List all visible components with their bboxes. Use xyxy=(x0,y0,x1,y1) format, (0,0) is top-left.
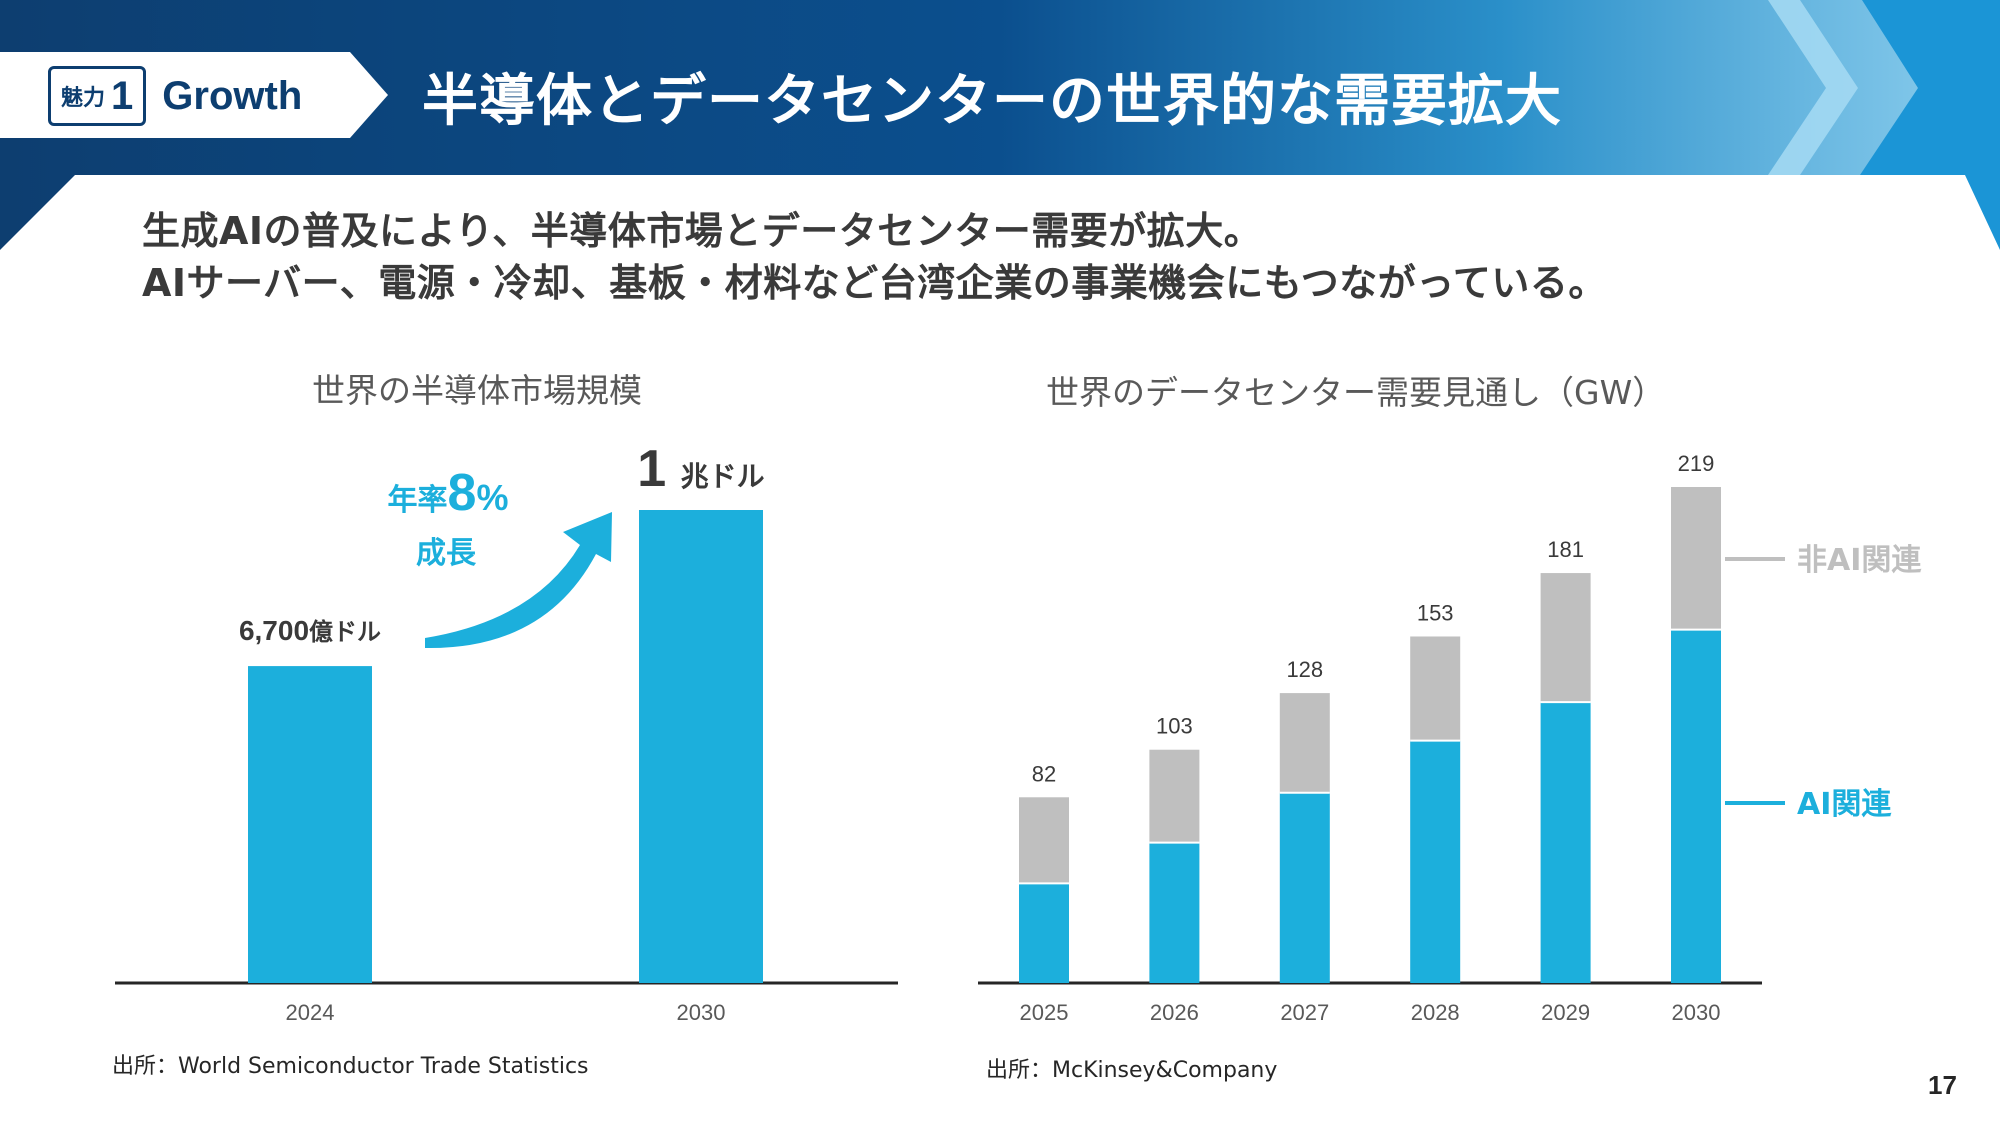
growth-prefix: 年率 xyxy=(388,483,448,518)
semiconductor-data-label-2024: 6,700億ドル xyxy=(239,615,381,646)
lead-line-1: 生成AIの普及により、半導体市場とデータセンター需要が拡大。 xyxy=(142,209,1263,253)
content-panel xyxy=(0,175,2000,250)
datacenter-x-tick-2028: 2028 xyxy=(1411,1000,1460,1025)
ai-bar-2027 xyxy=(1279,792,1330,983)
legend-label-ai: AI関連 xyxy=(1797,787,1892,822)
total-label-2025: 82 xyxy=(1032,761,1056,786)
non-ai-bar-2029 xyxy=(1540,573,1591,703)
non-ai-bar-2028 xyxy=(1410,636,1461,741)
total-label-2027: 128 xyxy=(1286,657,1323,682)
growth-suffix: % xyxy=(476,477,508,518)
growth-arrow xyxy=(425,512,612,649)
ai-bar-2026 xyxy=(1149,842,1200,983)
semiconductor-data-label-2030: 1 兆ドル xyxy=(637,440,764,498)
datacenter-x-tick-2025: 2025 xyxy=(1020,1000,1069,1025)
semiconductor-source: 出所：World Semiconductor Trade Statistics xyxy=(112,1054,589,1079)
semiconductor-bar-2024 xyxy=(248,666,372,983)
header-banner xyxy=(0,0,2000,250)
total-label-2030: 219 xyxy=(1678,451,1715,476)
datacenter-chart-title: 世界のデータセンター需要見通し（GW） xyxy=(1046,373,1666,412)
growth-annotation-line2: 成長 xyxy=(416,536,477,571)
non-ai-bar-2026 xyxy=(1149,749,1200,843)
growth-annotation-line1: 年率8% xyxy=(388,464,509,522)
section-badge-box: 魅力 1 xyxy=(48,66,147,126)
non-ai-bar-2025 xyxy=(1019,797,1069,884)
header-chevron-decoration-right xyxy=(1860,0,2000,250)
non-ai-bar-2027 xyxy=(1279,693,1330,793)
ai-bar-2028 xyxy=(1410,740,1461,983)
section-badge: 魅力 1 Growth xyxy=(48,62,302,130)
semiconductor-x-tick-2024: 2024 xyxy=(286,1000,335,1025)
datacenter-source: 出所：McKinsey&Company xyxy=(986,1058,1278,1083)
total-label-2029: 181 xyxy=(1547,537,1584,562)
datacenter-x-tick-2029: 2029 xyxy=(1541,1000,1590,1025)
legend-label-non-ai: 非AI関連 xyxy=(1797,543,1922,578)
datacenter-x-tick-2030: 2030 xyxy=(1672,1000,1721,1025)
page-number: 17 xyxy=(1928,1070,1957,1100)
semiconductor-chart-title: 世界の半導体市場規模 xyxy=(312,371,642,410)
total-label-2026: 103 xyxy=(1156,714,1193,739)
badge-number: 1 xyxy=(111,73,134,118)
badge-word: Growth xyxy=(162,73,303,118)
header-chevron-decoration xyxy=(1768,0,1858,175)
total-label-2028: 153 xyxy=(1417,600,1454,625)
badge-label: 魅力 xyxy=(61,86,106,111)
ai-bar-2025 xyxy=(1019,883,1069,983)
non-ai-bar-2030 xyxy=(1671,487,1721,630)
page-title: 半導体とデータセンターの世界的な需要拡大 xyxy=(422,69,1562,134)
ai-bar-2030 xyxy=(1671,629,1721,983)
growth-value: 8 xyxy=(448,464,477,522)
datacenter-x-tick-2026: 2026 xyxy=(1150,1000,1199,1025)
semiconductor-x-tick-2030: 2030 xyxy=(677,1000,726,1025)
datacenter-x-tick-2027: 2027 xyxy=(1280,1000,1329,1025)
ai-bar-2029 xyxy=(1540,702,1591,983)
semiconductor-bar-2030 xyxy=(639,510,763,983)
lead-line-2: AIサーバー、電源・冷却、基板・材料など台湾企業の事業機会にもつながっている。 xyxy=(142,261,1607,305)
